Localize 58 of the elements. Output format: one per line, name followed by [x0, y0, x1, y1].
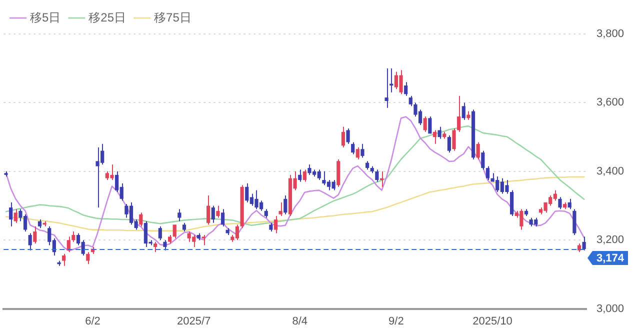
- candlestick: [457, 95, 461, 132]
- candlestick: [9, 202, 13, 227]
- candlestick: [423, 116, 427, 132]
- candlestick: [447, 134, 451, 154]
- candlestick: [582, 236, 586, 251]
- candlestick: [220, 208, 225, 227]
- y-tick-label: 3,400: [596, 165, 624, 178]
- candlestick: [62, 253, 66, 266]
- legend-label: 移25日: [88, 10, 126, 24]
- x-tick-label: 6/2: [85, 315, 100, 328]
- candlestick: [284, 194, 288, 215]
- candlestick: [481, 150, 485, 170]
- candlestick: [438, 126, 442, 140]
- legend-label: 移75日: [154, 10, 192, 24]
- candlestick: [356, 146, 360, 160]
- x-tick-label: 2025/10: [472, 315, 512, 328]
- candlestick: [14, 208, 18, 224]
- candlestick: [568, 198, 572, 210]
- candlestick: [428, 116, 432, 134]
- candlestick: [28, 232, 32, 251]
- candlestick: [452, 128, 456, 152]
- legend-label: 移5日: [30, 10, 61, 24]
- candlestick: [163, 240, 167, 251]
- candlestick: [476, 142, 480, 160]
- candlestick: [360, 143, 364, 158]
- candlestick: [572, 208, 576, 236]
- candlestick: [278, 202, 282, 217]
- candlestick: [341, 126, 346, 148]
- candlestick: [158, 226, 162, 241]
- candlestick: [274, 216, 278, 234]
- candlestick: [178, 208, 182, 222]
- candlestick: [375, 169, 379, 182]
- ref-line-label: 3,174: [596, 252, 625, 265]
- candlestick: [302, 169, 306, 182]
- x-tick-label: 2025/7: [177, 315, 211, 328]
- y-tick-label: 3,200: [596, 234, 624, 246]
- candlestick: [298, 169, 302, 182]
- candlestick: [211, 205, 215, 224]
- candlestick: [216, 205, 220, 218]
- candlestick: [86, 252, 90, 265]
- candlestick: [510, 190, 514, 217]
- candlestick: [432, 130, 437, 144]
- candlestick: [462, 102, 466, 120]
- candlestick: [154, 241, 158, 253]
- candlestick: [404, 82, 408, 96]
- x-tick-label: 8/4: [292, 315, 308, 328]
- candlestick: [202, 234, 206, 246]
- y-tick-label: 3,000: [596, 302, 624, 315]
- candlestick: [139, 212, 143, 227]
- candlestick: [206, 194, 210, 226]
- candlestick: [346, 128, 350, 144]
- y-tick-label: 3,800: [596, 28, 624, 40]
- x-tick-label: 9/2: [388, 315, 404, 328]
- candlestick: [33, 226, 37, 244]
- candlestick: [351, 142, 355, 155]
- y-tick-label: 3,600: [596, 96, 624, 109]
- candlestick: [558, 196, 562, 210]
- candlestick: [172, 224, 176, 239]
